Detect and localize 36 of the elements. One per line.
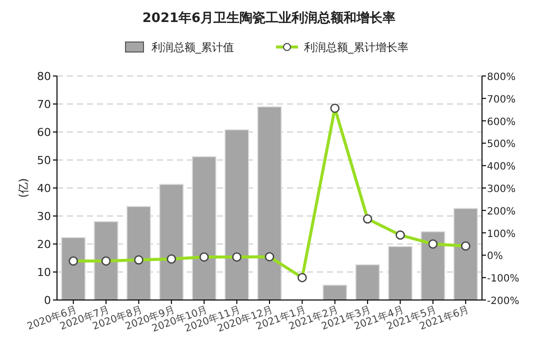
y-axis-title: (亿) <box>17 178 30 198</box>
y2-tick-label: 0% <box>487 251 503 262</box>
y-tick-label: 10 <box>37 266 51 279</box>
y-tick-label: 40 <box>37 182 51 195</box>
bar <box>224 129 250 300</box>
y2-tick-label: -100% <box>487 274 520 285</box>
y-tick-label: 50 <box>37 154 51 167</box>
bar <box>159 184 184 300</box>
bar <box>355 264 380 300</box>
bar <box>420 231 446 300</box>
y2-tick-label: 700% <box>487 94 516 106</box>
bar <box>322 284 348 300</box>
y-tick-label: 20 <box>37 238 51 251</box>
bar <box>453 208 478 300</box>
legend-label: 利润总额_累计增长率 <box>304 41 408 54</box>
y2-tick-label: 100% <box>487 228 516 240</box>
y2-tick-label: 600% <box>487 116 516 128</box>
bar <box>257 106 282 300</box>
y-tick-label: 60 <box>37 126 51 139</box>
bar <box>192 156 216 300</box>
y-tick-label: 80 <box>37 70 51 83</box>
y2-tick-label: -200% <box>487 296 520 307</box>
y2-tick-label: 200% <box>487 206 516 218</box>
legend-label: 利润总额_累计值 <box>152 41 234 54</box>
y-tick-label: 70 <box>37 98 51 111</box>
y-tick-label: 30 <box>37 210 51 223</box>
y2-tick-label: 300% <box>487 184 516 195</box>
chart-title: 2021年6月卫生陶瓷工业利润总额和增长率 <box>142 10 396 26</box>
bar <box>94 221 118 300</box>
bar <box>126 206 151 300</box>
bar <box>61 237 86 300</box>
y2-tick-label: 500% <box>487 139 516 150</box>
bar <box>388 246 413 300</box>
y-tick-label: 0 <box>44 294 51 307</box>
y2-tick-label: 400% <box>487 162 516 173</box>
y2-tick-label: 800% <box>487 72 516 83</box>
